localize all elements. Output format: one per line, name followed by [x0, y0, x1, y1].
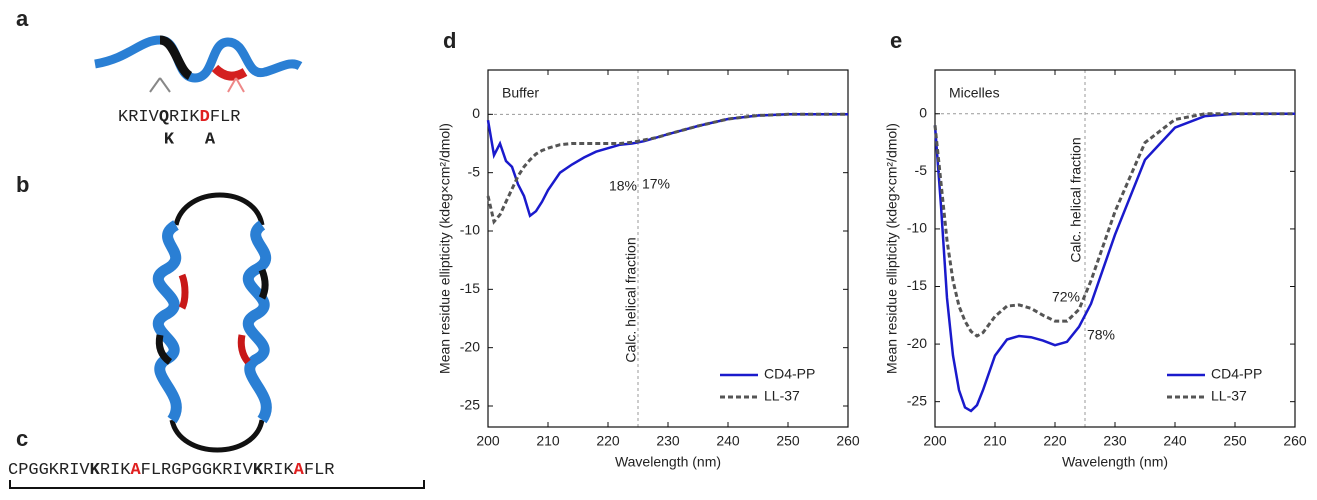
y-tick-label: -20 — [907, 335, 927, 351]
annotation: 17% — [642, 176, 670, 192]
legend-label: LL-37 — [1211, 388, 1247, 404]
y-tick-label: -5 — [915, 162, 928, 178]
x-tick-label: 260 — [836, 433, 860, 449]
y-tick-label: -15 — [907, 277, 927, 293]
x-axis-label: Wavelength (nm) — [1062, 454, 1168, 470]
legend-label: CD4-PP — [764, 366, 815, 382]
cyclization-bracket — [9, 480, 425, 489]
series-line — [933, 112, 1295, 413]
x-tick-label: 250 — [776, 433, 800, 449]
x-tick-label: 260 — [1283, 433, 1307, 449]
seq-part: KRIV — [118, 108, 160, 127]
mutation: A — [205, 130, 216, 149]
seq-part: FLR — [210, 108, 241, 127]
x-tick-label: 210 — [983, 433, 1007, 449]
seq-part: Q — [159, 108, 169, 127]
legend-label: CD4-PP — [1211, 366, 1262, 382]
seq-part: CPGGKRIV — [8, 461, 90, 480]
series-line — [486, 112, 848, 225]
x-tick-label: 200 — [923, 433, 947, 449]
seq-part: A — [294, 461, 305, 480]
x-axis-label: Wavelength (nm) — [615, 454, 721, 470]
y-tick-label: -10 — [907, 220, 927, 236]
annotation: 72% — [1052, 289, 1080, 305]
x-tick-label: 220 — [596, 433, 620, 449]
y-axis-label: Mean residue ellipticity (kdeg×cm²/dmol) — [884, 123, 900, 374]
x-tick-label: 220 — [1043, 433, 1067, 449]
panel-label: d — [443, 28, 456, 53]
y-tick-label: -15 — [460, 280, 480, 296]
x-tick-label: 200 — [476, 433, 500, 449]
x-tick-label: 240 — [1163, 433, 1187, 449]
sequence: CPGGKRIVKRIKAFLRGPGGKRIVKRIKAFLR — [8, 461, 334, 480]
seq-part: A — [130, 461, 141, 480]
y-tick-label: -5 — [468, 163, 481, 179]
cyclic-structure — [152, 192, 272, 453]
y-tick-label: 0 — [919, 104, 927, 120]
x-tick-label: 240 — [716, 433, 740, 449]
seq-part: K — [90, 461, 101, 480]
annotation: 18% — [609, 178, 637, 194]
panel-label: b — [16, 172, 29, 197]
series-line — [933, 112, 1295, 338]
annotation: 78% — [1087, 327, 1115, 343]
seq-part: K — [253, 461, 264, 480]
seq-part: RIK — [100, 461, 131, 480]
y-tick-label: -20 — [460, 338, 480, 354]
y-tick-label: 0 — [472, 105, 480, 121]
seq-part: RIK — [169, 108, 200, 127]
seq-part: D — [200, 108, 210, 127]
x-tick-label: 230 — [1103, 433, 1127, 449]
seq-part: FLR — [304, 461, 335, 480]
sequence: KRIVQRIKDFLR — [118, 108, 240, 127]
seq-part: RIK — [263, 461, 294, 480]
reference-label: Calc. helical fraction — [1068, 137, 1084, 262]
panel-label: e — [890, 28, 902, 53]
x-tick-label: 250 — [1223, 433, 1247, 449]
x-tick-label: 230 — [656, 433, 680, 449]
x-tick-label: 210 — [536, 433, 560, 449]
y-tick-label: -10 — [460, 222, 480, 238]
y-tick-label: -25 — [907, 392, 927, 408]
y-axis-label: Mean residue ellipticity (kdeg×cm²/dmol) — [437, 123, 453, 374]
chart-title: Buffer — [502, 85, 539, 101]
panel-label: a — [16, 6, 29, 31]
seq-part: FLRGPGGKRIV — [141, 461, 254, 480]
helix-a — [94, 35, 303, 93]
panel-label: c — [16, 426, 28, 451]
series-line — [486, 113, 848, 218]
reference-label: Calc. helical fraction — [623, 237, 639, 362]
chart-title: Micelles — [949, 85, 1000, 101]
legend-label: LL-37 — [764, 388, 800, 404]
mutation: K — [164, 130, 175, 149]
y-tick-label: -25 — [460, 397, 480, 413]
